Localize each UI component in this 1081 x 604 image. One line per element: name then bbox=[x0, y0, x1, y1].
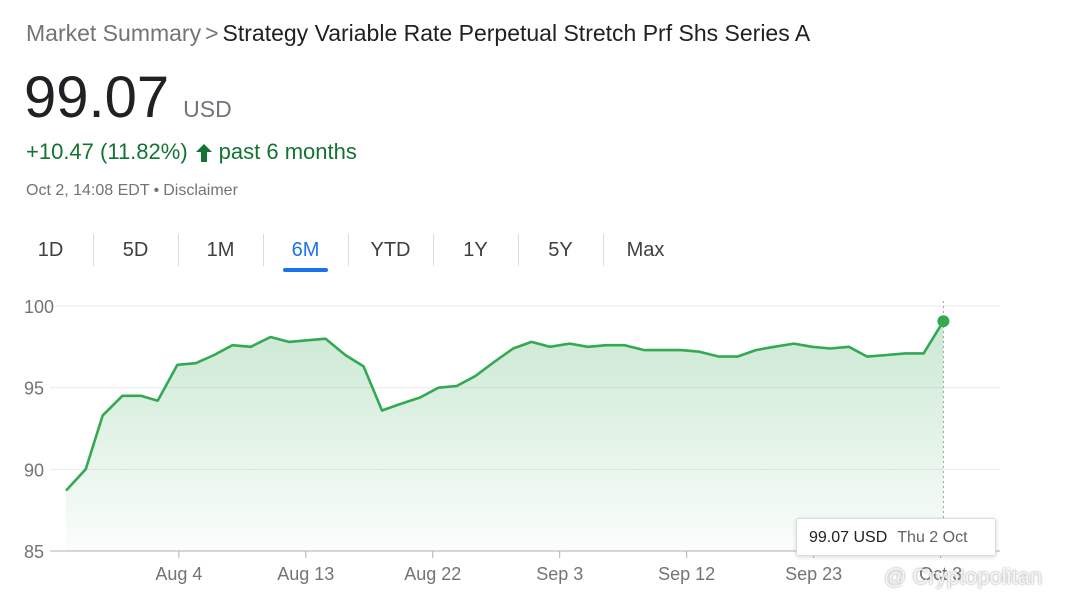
tab-max[interactable]: Max bbox=[603, 232, 688, 272]
quote-timestamp: Oct 2, 14:08 EDT bbox=[26, 182, 150, 199]
tab-1y[interactable]: 1Y bbox=[433, 232, 518, 272]
x-tick-label: Sep 12 bbox=[658, 564, 715, 584]
price-line bbox=[65, 320, 945, 492]
currency-label: USD bbox=[183, 96, 232, 122]
breadcrumb-current: Strategy Variable Rate Perpetual Stretch… bbox=[222, 20, 811, 46]
watermark: @ Cryptopolitan bbox=[884, 564, 1043, 589]
hover-point bbox=[937, 315, 950, 328]
tab-1m[interactable]: 1M bbox=[178, 232, 263, 272]
breadcrumb-separator: > bbox=[205, 20, 219, 46]
breadcrumb-market-summary[interactable]: Market Summary bbox=[26, 20, 202, 46]
x-tick-label: Sep 3 bbox=[536, 564, 583, 584]
x-tick-label: Aug 13 bbox=[277, 564, 334, 584]
price-chart[interactable]: 85 90 95 100 Aug 4 Aug 13 Aug 22 Sep 3 Sep 12 Sep… bbox=[0, 285, 1081, 604]
breadcrumb: Market Summary > Strategy Variable Rate Pe… bbox=[26, 18, 810, 48]
range-tabs: 1D 5D 1M 6M YTD 1Y 5Y Max bbox=[8, 232, 688, 272]
tab-5d[interactable]: 5D bbox=[93, 232, 178, 272]
y-tick-label: 95 bbox=[24, 379, 44, 399]
arrow-up-icon bbox=[195, 142, 213, 162]
tab-1d[interactable]: 1D bbox=[37, 239, 64, 261]
y-tick-label: 90 bbox=[24, 460, 44, 480]
x-tick-label: Aug 22 bbox=[404, 564, 461, 584]
current-price: 99.07 bbox=[24, 65, 170, 130]
chart-tooltip: 99.07 USD Thu 2 Oct bbox=[796, 518, 996, 556]
x-tick-label: Oct 3 bbox=[919, 564, 962, 584]
y-tick-label: 100 bbox=[24, 297, 54, 317]
tab-6m[interactable]: 6M bbox=[263, 232, 348, 272]
tab-ytd[interactable]: YTD bbox=[348, 232, 433, 272]
price-row: 99.07 USD bbox=[24, 66, 232, 130]
x-tick-label: Sep 23 bbox=[785, 564, 842, 584]
quote-meta: Oct 2, 14:08 EDT • Disclaimer bbox=[26, 181, 238, 201]
tab-5y[interactable]: 5Y bbox=[518, 232, 603, 272]
price-change: +10.47 (11.82%) bbox=[26, 139, 188, 164]
tooltip-date: Thu 2 Oct bbox=[897, 529, 968, 546]
price-change-row: +10.47 (11.82%) past 6 months bbox=[26, 138, 357, 166]
meta-separator: • bbox=[153, 182, 160, 199]
y-tick-label: 85 bbox=[24, 542, 44, 562]
disclaimer-link[interactable]: Disclaimer bbox=[163, 182, 238, 199]
tooltip-price: 99.07 USD bbox=[809, 529, 888, 546]
price-area-fill bbox=[66, 321, 944, 551]
x-tick-label: Aug 4 bbox=[155, 564, 202, 584]
change-period: past 6 months bbox=[218, 139, 357, 164]
